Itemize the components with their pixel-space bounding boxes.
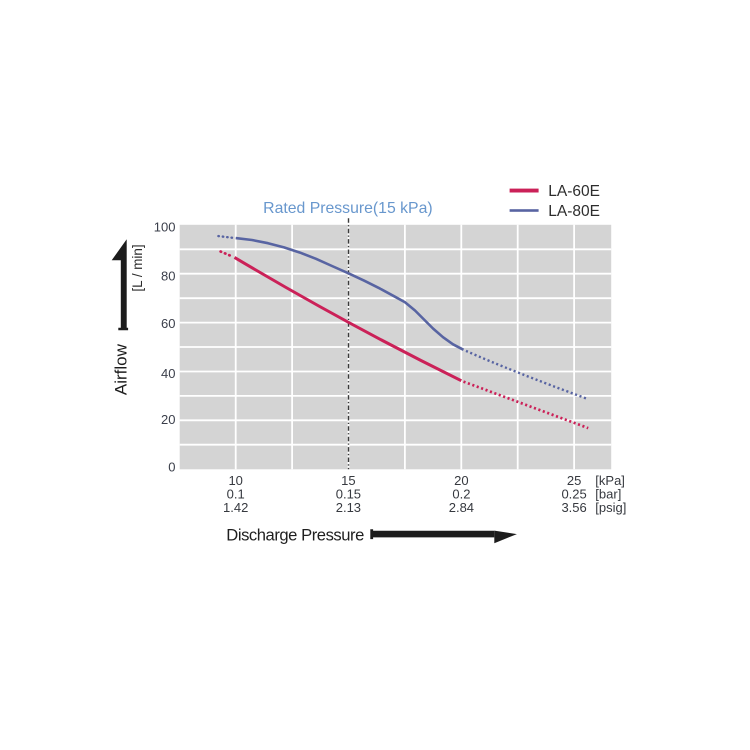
svg-text:2.13: 2.13 xyxy=(336,500,361,515)
svg-text:[kPa]: [kPa] xyxy=(595,473,625,488)
svg-text:40: 40 xyxy=(161,366,175,381)
svg-text:0.2: 0.2 xyxy=(452,487,470,502)
svg-text:LA-60E: LA-60E xyxy=(548,183,600,200)
svg-text:1.42: 1.42 xyxy=(223,500,248,515)
svg-text:25: 25 xyxy=(567,473,581,488)
svg-text:20: 20 xyxy=(454,473,468,488)
svg-text:Airflow: Airflow xyxy=(111,343,130,395)
svg-text:80: 80 xyxy=(161,268,175,283)
svg-text:Rated Pressure(15 kPa): Rated Pressure(15 kPa) xyxy=(263,200,432,217)
svg-text:LA-80E: LA-80E xyxy=(548,203,600,220)
svg-text:15: 15 xyxy=(341,473,355,488)
svg-text:[bar]: [bar] xyxy=(595,487,621,502)
svg-text:0.15: 0.15 xyxy=(336,487,361,502)
svg-text:60: 60 xyxy=(161,316,175,331)
svg-text:0.1: 0.1 xyxy=(227,487,245,502)
svg-text:100: 100 xyxy=(154,220,176,235)
svg-text:2.84: 2.84 xyxy=(449,500,474,515)
svg-text:0.25: 0.25 xyxy=(561,487,586,502)
svg-text:20: 20 xyxy=(161,412,175,427)
svg-text:0: 0 xyxy=(168,459,175,474)
svg-text:Discharge Pressure: Discharge Pressure xyxy=(226,525,364,544)
svg-text:[psig]: [psig] xyxy=(595,500,626,515)
svg-text:10: 10 xyxy=(228,473,242,488)
svg-text:3.56: 3.56 xyxy=(561,500,586,515)
svg-text:[L / min]: [L / min] xyxy=(130,244,145,291)
